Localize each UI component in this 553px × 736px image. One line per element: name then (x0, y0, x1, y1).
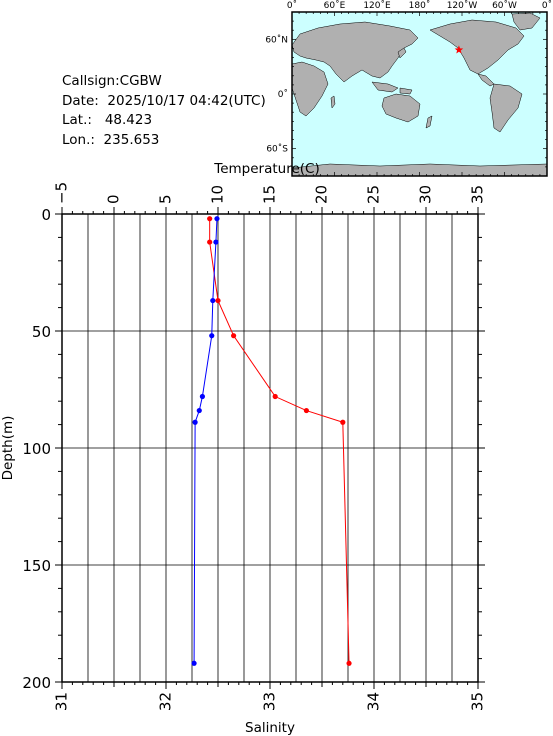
land-greenland (511, 12, 541, 31)
land-madagascar (330, 95, 336, 109)
lat-value: 48.423 (104, 112, 153, 128)
temperature-tick-label: 20 (313, 185, 331, 204)
land-north-america (429, 19, 525, 75)
temperature-tick-label: 25 (365, 185, 383, 204)
land-south-america (489, 83, 523, 133)
temperature-point (272, 393, 278, 400)
temperature-point (215, 297, 221, 304)
callsign-row: Callsign:CGBW (62, 72, 266, 92)
temperature-tick-label: 35 (469, 185, 487, 204)
date-label: Date: (62, 92, 99, 109)
salinity-line (193, 218, 218, 664)
salinity-point (213, 239, 219, 245)
map-lon-label: 60˚E (324, 0, 346, 11)
depth-tick-label: 100 (22, 440, 51, 458)
temperature-point (207, 216, 213, 222)
salinity-point (214, 216, 220, 222)
depth-tick-label: 50 (32, 323, 51, 341)
map-lat-labels: 60˚N 0˚ 60˚S (265, 34, 288, 154)
map-lon-label: 120˚W (447, 0, 478, 11)
depth-axis-label: Depth(m) (0, 416, 16, 481)
lon-value: 235.653 (103, 131, 160, 148)
salinity-point (192, 419, 198, 425)
land-eurasia (291, 21, 419, 83)
temperature-tick-label: −5 (53, 182, 71, 204)
salinity-point (209, 333, 215, 339)
land-new-zealand (425, 115, 433, 129)
salinity-point (196, 407, 202, 414)
salinity-point (199, 393, 205, 400)
callsign-value: CGBW (119, 73, 162, 89)
station-info: Callsign:CGBW Date: 2025/10/17 04:42(UTC… (62, 72, 266, 150)
world-map: 0˚ 60˚E 120˚E 180˚ 120˚W 60˚W 0˚ 60˚N 0˚ 60˚S (265, 0, 552, 177)
lon-label: Lon.: (62, 131, 95, 148)
temperature-point (231, 333, 237, 339)
map-lon-label: 0˚ (542, 0, 552, 11)
map-lon-label: 120˚E (363, 0, 391, 11)
salinity-axis-label: Salinity (245, 720, 295, 736)
temperature-axis-label: Temperature(C) (213, 161, 319, 177)
temperature-tick-label: 10 (209, 185, 227, 204)
depth-tick-label: 0 (41, 206, 51, 224)
temperature-point (346, 660, 352, 666)
map-lat-label: 60˚N (265, 34, 288, 45)
map-lon-label: 0˚ (287, 0, 297, 11)
lon-row: Lon.: 235.653 (62, 131, 266, 151)
land-japan (397, 47, 407, 59)
salinity-tick-label: 31 (53, 692, 71, 711)
station-star (454, 45, 464, 54)
temperature-tick-label: 5 (157, 194, 175, 204)
map-lon-labels: 0˚ 60˚E 120˚E 180˚ 120˚W 60˚W 0˚ (287, 0, 552, 11)
salinity-tick-label: 35 (469, 692, 487, 711)
salinity-tick-label: 32 (157, 692, 175, 711)
map-lon-label: 60˚W (492, 0, 517, 11)
salinity-point (210, 297, 216, 304)
land-central-america (477, 73, 495, 87)
temperature-point (340, 419, 346, 425)
map-tick-marks (291, 11, 548, 177)
temperature-tick-label: 30 (417, 185, 435, 204)
salinity-tick-label: 34 (365, 692, 383, 711)
temperature-line (209, 218, 350, 664)
temperature-tick-labels: −5 0 5 10 15 20 25 30 35 (53, 182, 487, 204)
land-australia (381, 93, 421, 123)
depth-tick-label: 150 (22, 557, 51, 575)
temperature-tick-label: 0 (105, 194, 123, 204)
land-new-guinea (399, 87, 413, 95)
temperature-point (207, 239, 213, 245)
plot-frame (61, 213, 479, 683)
temperature-tick-label: 15 (261, 185, 279, 204)
salinity-tick-labels: 31 32 33 34 35 (53, 692, 487, 711)
salinity-point (191, 660, 197, 666)
land-africa (291, 61, 329, 117)
depth-tick-labels: 0 50 100 150 200 (22, 206, 51, 692)
date-value: 2025/10/17 04:42(UTC) (107, 92, 266, 109)
chart-series (191, 216, 352, 666)
lat-row: Lat.: 48.423 (62, 111, 266, 131)
temperature-point (303, 407, 309, 414)
date-row: Date: 2025/10/17 04:42(UTC) (62, 92, 266, 112)
map-lon-label: 180˚ (409, 0, 431, 11)
lat-label: Lat.: (62, 112, 92, 128)
map-land (291, 12, 548, 177)
map-lat-label: 60˚S (266, 144, 288, 155)
callsign-label: Callsign: (62, 73, 120, 89)
salinity-tick-label: 33 (261, 692, 279, 711)
map-lat-label: 0˚ (278, 89, 288, 100)
station-marker-icon (454, 45, 464, 54)
chart-grid (62, 214, 478, 682)
land-indonesia (371, 81, 399, 93)
depth-tick-label: 200 (22, 674, 51, 692)
